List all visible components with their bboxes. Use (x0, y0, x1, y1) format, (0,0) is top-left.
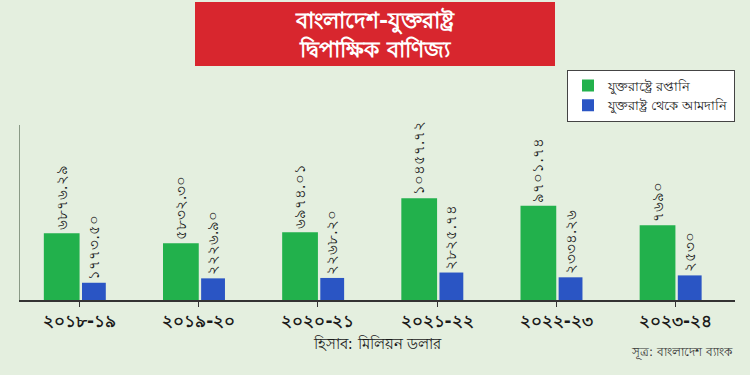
svg-text:যুক্তরাষ্ট্রে রপ্তানি: যুক্তরাষ্ট্রে রপ্তানি (607, 79, 690, 95)
svg-text:২০২২-২৩: ২০২২-২৩ (520, 311, 593, 331)
svg-text:৫৮৩২.৩০: ৫৮৩২.৩০ (172, 176, 190, 241)
svg-text:২০২০-২১: ২০২০-২১ (281, 311, 354, 331)
svg-text:২০১৮-১৯: ২০১৮-১৯ (43, 311, 116, 331)
svg-text:২০২৩-২৪: ২০২৩-২৪ (639, 311, 712, 331)
svg-text:২৩৩৪.২৬: ২৩৩৪.২৬ (562, 210, 580, 275)
svg-text:৭৬৯০: ৭৬৯০ (649, 182, 667, 222)
svg-text:২০১৯-২০: ২০১৯-২০ (162, 311, 235, 331)
svg-text:৬৮৭৬.২৯: ৬৮৭৬.২৯ (53, 165, 71, 230)
svg-text:১০৪৫৭.৭২: ১০৪৫৭.৭২ (410, 121, 428, 196)
svg-text:যুক্তরাষ্ট্র থেকে আমদানি: যুক্তরাষ্ট্র থেকে আমদানি (607, 98, 727, 114)
svg-text:২২৬৮.২০: ২২৬৮.২০ (323, 210, 341, 275)
svg-text:২২২৬.৯০: ২২২৬.৯০ (204, 211, 222, 276)
svg-text:২৫৩০: ২৫৩০ (681, 232, 699, 272)
svg-text:হিসাব: মিলিয়ন ডলার: হিসাব: মিলিয়ন ডলার (313, 335, 443, 353)
svg-text:১৭৭৩.৫০: ১৭৭৩.৫০ (85, 215, 103, 280)
svg-text:সূত্র: বাংলাদেশ ব্যাংক: সূত্র: বাংলাদেশ ব্যাংক (631, 345, 733, 360)
svg-text:৯৭০১.৭৪: ৯৭০১.৭৪ (529, 138, 547, 203)
svg-text:২০২১-২২: ২০২১-২২ (401, 311, 474, 331)
svg-text:২৮২৫.৭৪: ২৮২৫.৭৪ (442, 205, 460, 270)
svg-text:৬৯৭৪.০১: ৬৯৭৪.০১ (291, 164, 309, 229)
svg-text:বাংলাদেশ-যুক্তরাষ্ট্রদ্বিপাক্ষ: বাংলাদেশ-যুক্তরাষ্ট্রদ্বিপাক্ষিক বাণিজ্য (295, 7, 455, 62)
